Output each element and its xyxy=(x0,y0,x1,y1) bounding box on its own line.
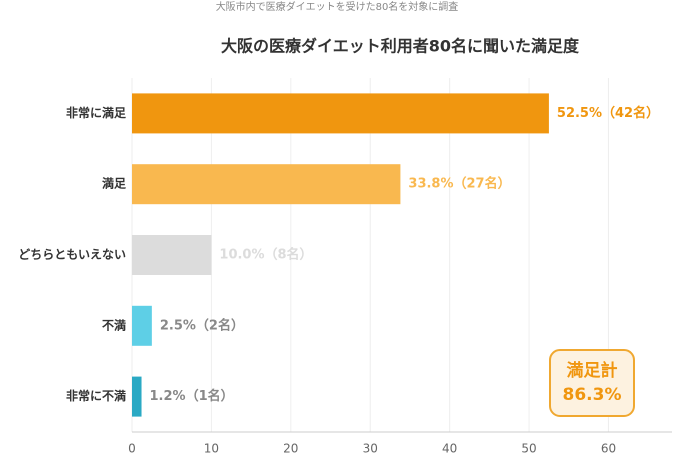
x-tick-label: 60 xyxy=(601,442,616,456)
y-tick-label: 満足 xyxy=(102,176,126,191)
data-label: 52.5%（42名） xyxy=(557,105,659,121)
data-label: 1.2%（1名） xyxy=(150,388,234,404)
bar xyxy=(132,93,549,134)
annotation: 86.3% xyxy=(563,385,622,405)
data-label: 10.0%（8名） xyxy=(219,247,312,263)
bar xyxy=(132,376,142,417)
x-tick-label: 0 xyxy=(128,442,136,456)
chart-subtitle: 大阪市内で医療ダイエットを受けた80名を対象に調査 xyxy=(216,0,459,13)
bar xyxy=(132,164,401,205)
x-tick-label: 20 xyxy=(283,442,298,456)
y-tick-label: 非常に満足 xyxy=(66,105,126,120)
bar xyxy=(132,305,152,346)
x-tick-label: 40 xyxy=(442,442,457,456)
y-tick-label: 非常に不満 xyxy=(66,388,126,403)
x-tick-label: 50 xyxy=(521,442,536,456)
y-tick-label: 不満 xyxy=(102,317,126,332)
annotation-box xyxy=(549,349,635,417)
bar xyxy=(132,235,212,275)
x-tick-label: 30 xyxy=(363,442,378,456)
annotation: 満足計 xyxy=(567,360,618,381)
y-tick-label: どちらともいえない xyxy=(18,248,126,262)
data-label: 33.8%（27名） xyxy=(408,176,510,192)
x-tick-label: 10 xyxy=(204,442,219,456)
data-label: 2.5%（2名） xyxy=(160,317,244,333)
chart-title: 大阪の医療ダイエット利用者80名に聞いた満足度 xyxy=(221,37,580,56)
